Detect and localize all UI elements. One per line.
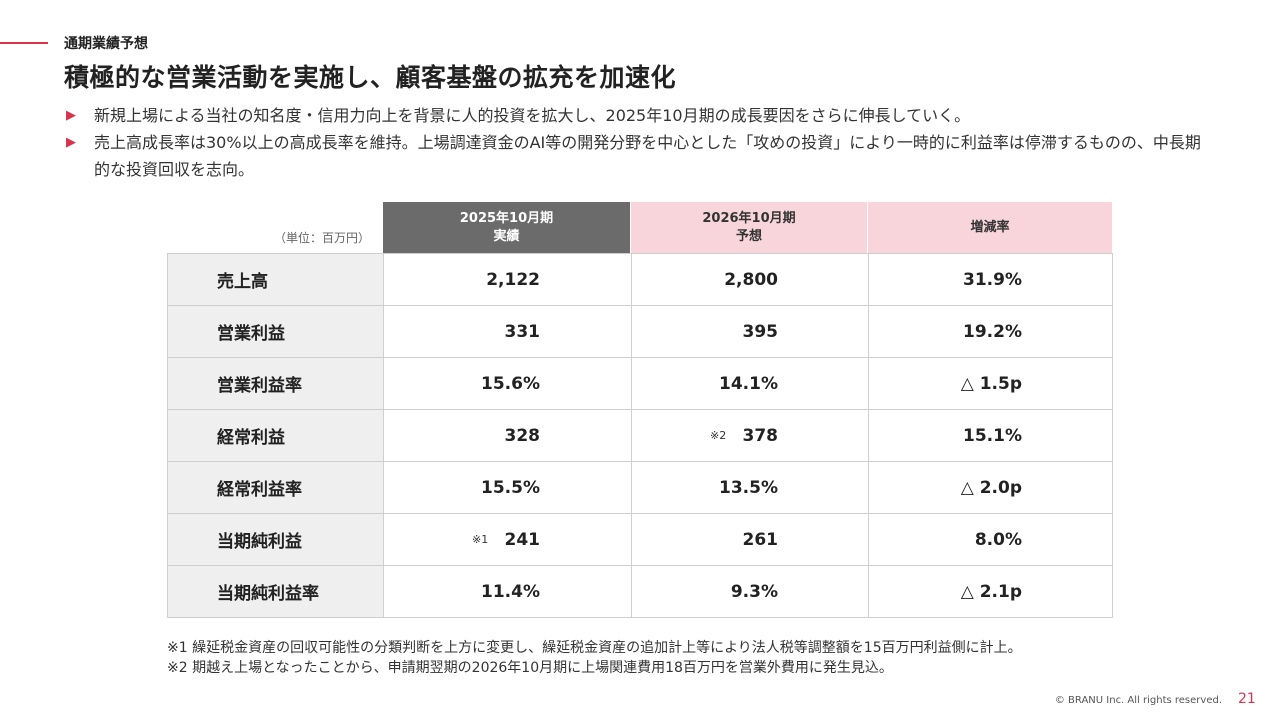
cell-forecast: 395	[631, 305, 869, 358]
header-forecast-period: 2026年10月期	[702, 210, 796, 226]
cell-actual: ※1 241	[383, 513, 632, 566]
cell-forecast: 9.3%	[631, 565, 869, 618]
page-number: 21	[1238, 691, 1256, 707]
forecast-table: 売上高 2,122 2,800 31.9% 営業利益 331 395 19.2%…	[167, 253, 1113, 618]
header-actual-period: 2025年10月期	[459, 210, 554, 226]
cell-forecast: 14.1%	[631, 357, 869, 410]
footnote-2: ※2 期越え上場となったことから、申請期翌期の2026年10月期に上場関連費用1…	[167, 660, 893, 676]
cell-forecast: 13.5%	[631, 461, 869, 514]
cell-actual: 328	[383, 409, 632, 462]
triangle-bullet-icon: ▶	[66, 135, 76, 150]
unit-label: （単位：百万円）	[273, 231, 370, 245]
bullet-text: 新規上場による当社の知名度・信用力向上を背景に人的投資を拡大し、2025年10月…	[94, 106, 971, 125]
cell-actual: 2,122	[383, 253, 632, 306]
cell-rate: △ 2.1p	[868, 565, 1113, 618]
header-rate-label: 増減率	[970, 219, 1010, 235]
table-row: 当期純利益 ※1 241 261 8.0%	[167, 513, 1113, 566]
page-title: 積極的な営業活動を実施し、顧客基盤の拡充を加速化	[64, 63, 677, 92]
cell-forecast-value: 378	[742, 425, 779, 446]
bullet-list: ▶ 新規上場による当社の知名度・信用力向上を背景に人的投資を拡大し、2025年1…	[64, 102, 1214, 183]
cell-rate: △ 1.5p	[868, 357, 1113, 410]
footnote-mark: ※2	[710, 429, 727, 442]
copyright: © BRANU Inc. All rights reserved.	[1054, 695, 1222, 706]
cell-actual: 15.5%	[383, 461, 632, 514]
footnotes: ※1 繰延税金資産の回収可能性の分類判断を上方に変更し、繰延税金資産の追加計上等…	[167, 638, 1022, 678]
header-forecast-type: 予想	[735, 228, 762, 244]
header-actual: 2025年10月期 実績	[383, 202, 630, 253]
accent-line	[0, 42, 48, 44]
row-label: 当期純利益	[167, 513, 384, 566]
cell-actual-value: 241	[504, 529, 541, 550]
header-actual-type: 実績	[493, 228, 520, 244]
row-label: 営業利益	[167, 305, 384, 358]
table-row: 経常利益 328 ※2 378 15.1%	[167, 409, 1113, 462]
row-label: 売上高	[167, 253, 384, 306]
footnote-mark: ※1	[472, 533, 489, 546]
cell-rate: 15.1%	[868, 409, 1113, 462]
header-forecast: 2026年10月期 予想	[631, 202, 867, 253]
row-label: 経常利益	[167, 409, 384, 462]
row-label: 当期純利益率	[167, 565, 384, 618]
cell-rate: △ 2.0p	[868, 461, 1113, 514]
table-row: 営業利益 331 395 19.2%	[167, 305, 1113, 358]
footnote-1: ※1 繰延税金資産の回収可能性の分類判断を上方に変更し、繰延税金資産の追加計上等…	[167, 640, 1022, 656]
table-row: 当期純利益率 11.4% 9.3% △ 2.1p	[167, 565, 1113, 618]
cell-rate: 19.2%	[868, 305, 1113, 358]
section-label: 通期業績予想	[64, 36, 148, 52]
row-label: 営業利益率	[167, 357, 384, 410]
cell-rate: 8.0%	[868, 513, 1113, 566]
triangle-bullet-icon: ▶	[66, 108, 76, 123]
table-row: 営業利益率 15.6% 14.1% △ 1.5p	[167, 357, 1113, 410]
row-label: 経常利益率	[167, 461, 384, 514]
cell-forecast: 2,800	[631, 253, 869, 306]
header-rate: 増減率	[868, 202, 1112, 253]
table-row: 経常利益率 15.5% 13.5% △ 2.0p	[167, 461, 1113, 514]
cell-forecast: 261	[631, 513, 869, 566]
bullet-item: ▶ 新規上場による当社の知名度・信用力向上を背景に人的投資を拡大し、2025年1…	[64, 102, 1214, 129]
table-row: 売上高 2,122 2,800 31.9%	[167, 253, 1113, 306]
cell-actual: 11.4%	[383, 565, 632, 618]
cell-forecast: ※2 378	[631, 409, 869, 462]
cell-actual: 15.6%	[383, 357, 632, 410]
cell-rate: 31.9%	[868, 253, 1113, 306]
cell-actual: 331	[383, 305, 632, 358]
bullet-item: ▶ 売上高成長率は30%以上の高成長率を維持。上場調達資金のAI等の開発分野を中…	[64, 129, 1214, 183]
bullet-text: 売上高成長率は30%以上の高成長率を維持。上場調達資金のAI等の開発分野を中心と…	[94, 133, 1201, 179]
